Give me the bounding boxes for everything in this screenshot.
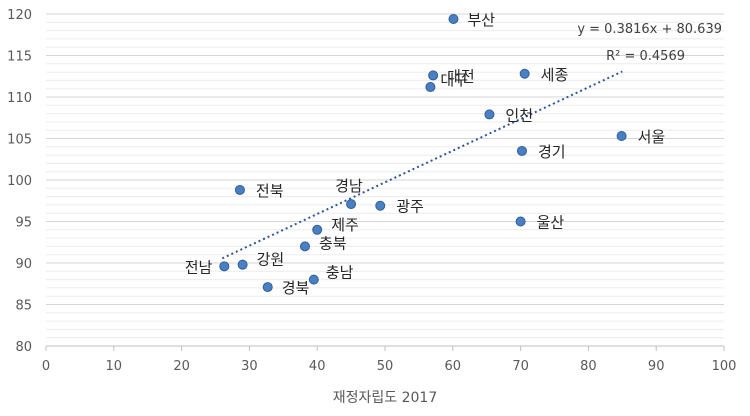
y-tick-label: 85 — [15, 299, 32, 314]
y-tick-label: 115 — [7, 50, 32, 65]
data-point — [375, 200, 386, 211]
data-point — [448, 13, 459, 24]
data-point — [484, 109, 495, 120]
trendline-group — [221, 70, 623, 260]
data-point — [425, 82, 436, 93]
data-point-label: 강원 — [257, 251, 285, 269]
data-point — [519, 68, 530, 79]
data-point-label: 전북 — [256, 182, 284, 200]
data-point-label: 인천 — [505, 106, 533, 124]
data-point — [262, 282, 273, 293]
x-tick-label: 60 — [445, 359, 462, 374]
x-tick-label: 80 — [580, 359, 597, 374]
data-point — [219, 261, 230, 272]
data-point-label: 충남 — [326, 264, 354, 282]
data-point — [308, 274, 319, 285]
data-point-label: 경남 — [335, 177, 363, 195]
data-points — [219, 13, 627, 293]
y-tick-label: 90 — [15, 257, 32, 272]
data-point-label: 경북 — [282, 279, 310, 297]
trendline — [221, 70, 623, 260]
data-point-label: 부산 — [467, 11, 495, 29]
data-point — [346, 199, 357, 210]
data-point — [234, 184, 245, 195]
data-point — [428, 70, 439, 81]
y-tick-label: 120 — [7, 8, 32, 23]
y-tick-label: 110 — [7, 91, 32, 106]
trendline-equation: y = 0.3816x + 80.639 — [577, 22, 722, 37]
data-point — [299, 241, 310, 252]
data-point-label: 경기 — [538, 143, 566, 161]
x-tick-label: 90 — [648, 359, 665, 374]
data-point — [515, 216, 526, 227]
data-point — [516, 145, 527, 156]
data-point — [312, 224, 323, 235]
y-tick-label: 80 — [15, 340, 32, 355]
x-tick-label: 20 — [173, 359, 190, 374]
x-tick-label: 0 — [42, 359, 50, 374]
x-tick-label: 100 — [712, 359, 737, 374]
x-tick-label: 40 — [309, 359, 326, 374]
data-point-label: 제주 — [331, 216, 359, 234]
y-tick-label: 95 — [15, 216, 32, 231]
data-point-label: 전남 — [185, 258, 213, 276]
x-tick-label: 30 — [241, 359, 258, 374]
data-point — [616, 131, 627, 142]
data-point-label: 서울 — [638, 128, 666, 146]
x-tick-label: 50 — [377, 359, 394, 374]
x-axis-title: 재정자립도 2017 — [333, 390, 437, 406]
data-point-label: 세종 — [541, 66, 569, 84]
axes: 0 10 20 30 40 50 60 70 80 90 100 80 85 90 95 100 105 110 1… — [7, 8, 736, 374]
x-tick-label: 70 — [512, 359, 529, 374]
data-point-label: 충북 — [319, 234, 347, 252]
data-point-label: 대구 — [440, 71, 468, 89]
data-point-label: 울산 — [537, 214, 565, 232]
y-tick-label: 105 — [7, 133, 32, 148]
y-tick-label: 100 — [7, 174, 32, 189]
data-point-label: 대전 — [447, 67, 475, 85]
x-tick-label: 10 — [106, 359, 123, 374]
trendline-r-squared: R² = 0.4569 — [606, 49, 685, 64]
data-point — [237, 259, 248, 270]
data-point-label: 광주 — [396, 198, 424, 216]
